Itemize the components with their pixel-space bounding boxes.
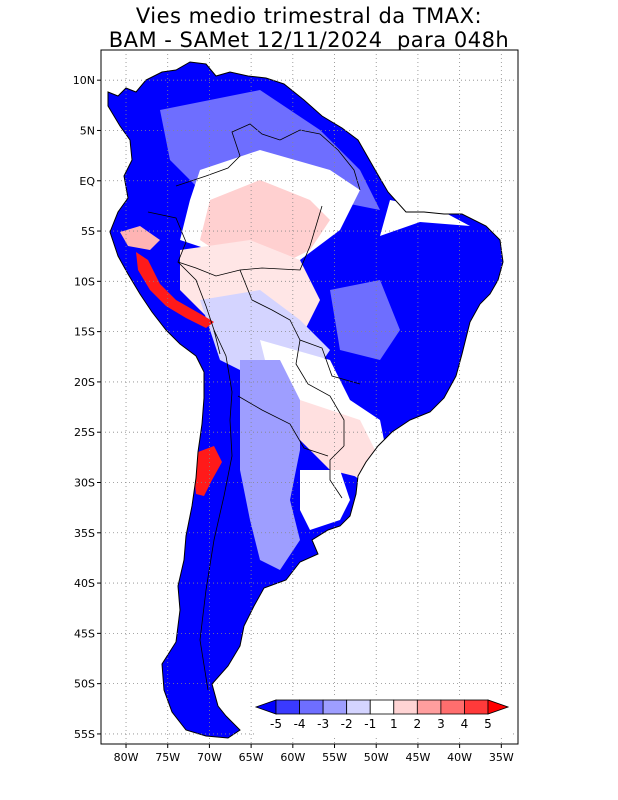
colorbar-swatch [416,699,442,715]
lat-label: 25S [74,426,95,439]
lon-label: 45W [405,751,430,764]
colorbar-swatch [393,699,418,715]
lat-label: 40S [74,577,95,590]
lat-label: EQ [79,175,95,188]
lat-label: 5S [81,225,95,238]
lat-label: 50S [74,678,95,691]
lat-label: 5N [80,124,95,137]
lat-label: 55S [74,728,95,741]
colorbar-swatch [322,699,348,715]
colorbar-labels: -5 -4 -3 -2 -1 1 2 3 4 5 [270,717,492,731]
colorbar-swatch [346,699,371,715]
colorbar-swatch [299,699,324,715]
title-line-1: Vies medio trimestral da TMAX: [135,4,483,28]
lon-label: 65W [239,751,264,764]
lon-label: 80W [114,751,139,764]
lat-label: 10N [73,74,95,87]
lat-label: 35S [74,527,95,540]
colorbar-label: -1 [364,717,376,731]
title-line-2: BAM - SAMet 12/11/2024 para 048h [108,28,510,52]
lat-label: 30S [74,476,95,489]
lon-label: 55W [322,751,347,764]
coastline [107,61,504,739]
colorbar-arrow-high [487,699,510,715]
colorbar-label: 4 [461,717,469,731]
lon-label: 40W [447,751,472,764]
map-title: Vies medio trimestral da TMAX: BAM - SAM… [0,4,618,52]
lon-label: 35W [489,751,514,764]
colorbar-label: -2 [341,717,353,731]
lon-label: 75W [155,751,180,764]
longitude-labels: 80W 75W 70W 65W 60W 55W 50W 45W 40W 35W [114,744,514,764]
lat-label: 15S [74,326,95,339]
colorbar-swatches [254,699,510,715]
colorbar-swatch [440,699,465,715]
lon-label: 60W [280,751,305,764]
colorbar: -5 -4 -3 -2 -1 1 2 3 4 5 [254,696,510,736]
colorbar-label: 3 [437,717,445,731]
colorbar-label: 5 [484,717,492,731]
colorbar-swatch [464,699,489,715]
colorbar-label: 1 [390,717,398,731]
colorbar-label: 2 [414,717,422,731]
lon-label: 70W [197,751,222,764]
lat-label: 10S [74,275,95,288]
colorbar-label: -3 [317,717,329,731]
colorbar-swatch [369,699,395,715]
colorbar-swatch [275,699,300,715]
graticule [101,50,518,744]
lon-label: 50W [364,751,389,764]
colorbar-label: -5 [270,717,282,731]
lat-label: 20S [74,376,95,389]
colorbar-label: -4 [294,717,306,731]
latitude-labels: 10N 5N EQ 5S 10S 15S 20S 25S 30S 35S 40S 45S 50S 55S [73,74,101,741]
lat-label: 45S [74,627,95,640]
